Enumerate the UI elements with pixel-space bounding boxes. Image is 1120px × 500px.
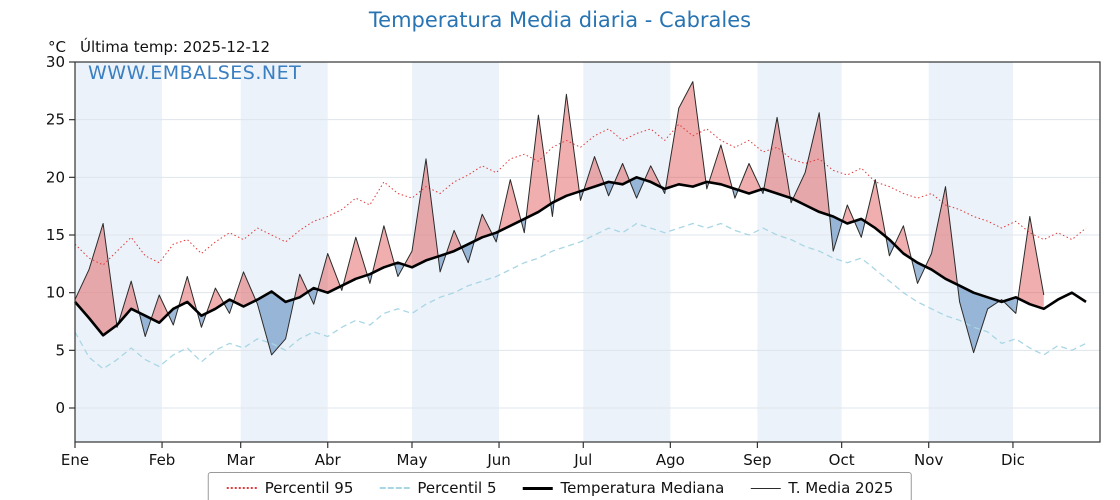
chart-title: Temperatura Media diaria - Cabrales [368,8,752,32]
percentil-95-line-swatch-icon [226,487,257,489]
y-axis-unit-label: °C [48,38,66,56]
legend-label: Percentil 95 [264,479,354,497]
chart-legend: Percentil 95 Percentil 5 Temperatura Med… [207,472,913,500]
svg-text:Abr: Abr [315,451,342,469]
svg-text:5: 5 [55,341,65,359]
svg-text:Nov: Nov [914,451,943,469]
svg-text:Ago: Ago [656,451,685,469]
legend-item-mediana: Temperatura Mediana [522,479,724,497]
svg-text:May: May [396,451,427,469]
legend-item-percentil-95: Percentil 95 [226,479,354,497]
svg-text:Jul: Jul [573,451,592,469]
temperature-chart: 0 5 10 15 20 25 30 Ene Feb Mar Abr May Jun Jul Ago Sep O… [46,53,1101,469]
t-media-2025-line-swatch-icon [750,487,781,489]
svg-text:Sep: Sep [743,451,771,469]
svg-text:Oct: Oct [829,451,855,469]
svg-text:10: 10 [46,284,65,302]
percentil-5-line-swatch-icon [379,487,410,489]
svg-text:Jun: Jun [486,451,510,469]
svg-text:15: 15 [46,226,65,244]
svg-text:30: 30 [46,53,65,71]
legend-item-t-media-2025: T. Media 2025 [750,479,893,497]
svg-text:20: 20 [46,168,65,186]
svg-text:Dic: Dic [1001,451,1025,469]
legend-label: Temperatura Mediana [560,479,725,497]
watermark: WWW.EMBALSES.NET [88,62,302,84]
legend-item-percentil-5: Percentil 5 [379,479,496,497]
last-temp-annotation: Última temp: 2025-12-12 [80,38,271,56]
legend-label: Percentil 5 [417,479,497,497]
svg-text:0: 0 [55,399,65,417]
svg-text:Ene: Ene [61,451,89,469]
svg-text:Feb: Feb [149,451,176,469]
svg-text:Mar: Mar [227,451,256,469]
mediana-line-swatch-icon [522,486,553,490]
svg-text:25: 25 [46,111,65,129]
legend-label: T. Media 2025 [788,479,894,497]
